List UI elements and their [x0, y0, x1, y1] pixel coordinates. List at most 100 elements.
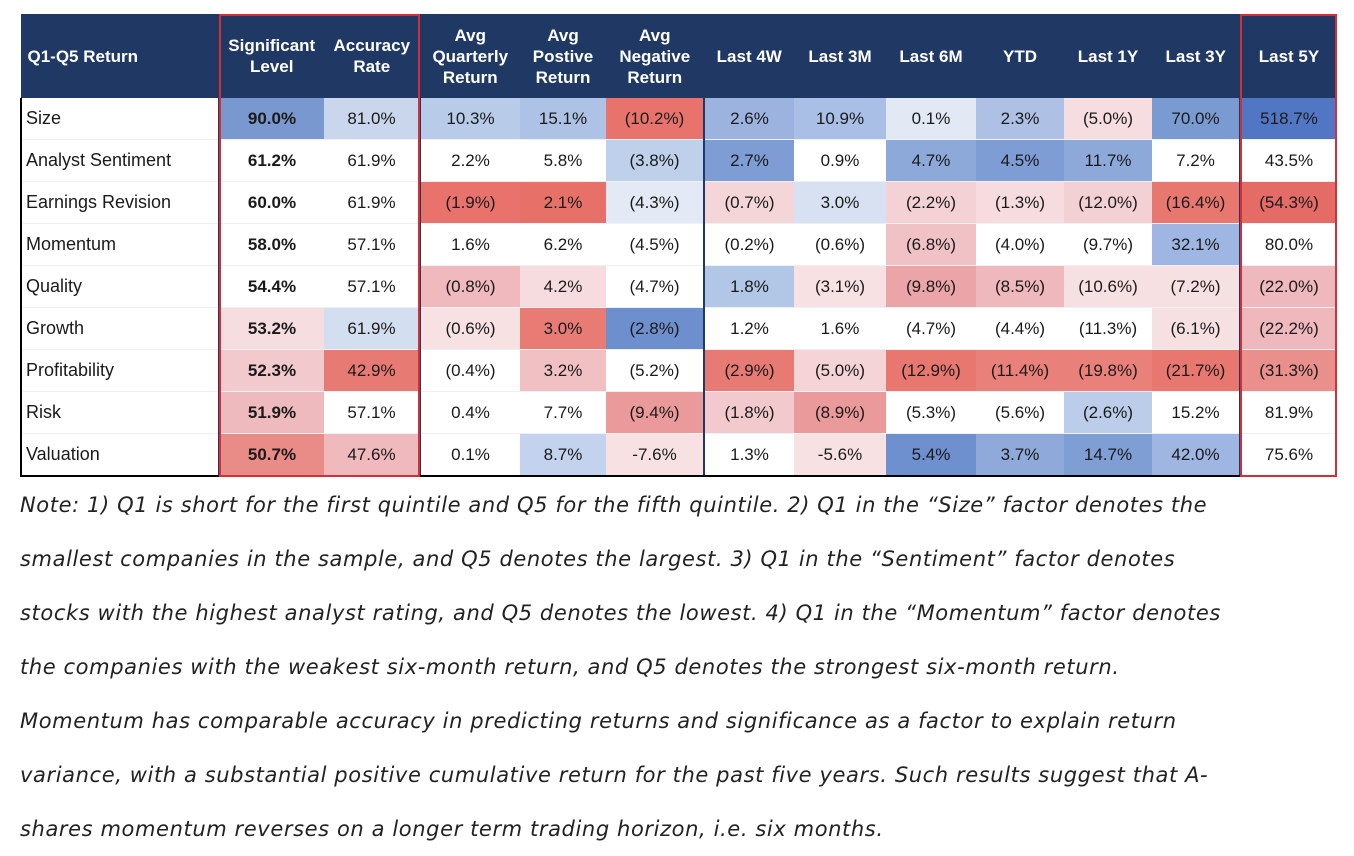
column-header-line: Negative: [619, 46, 691, 66]
column-header-2: Accuracy Rate: [323, 14, 420, 98]
column-header-5: Avg Negative Return: [605, 14, 704, 98]
table-row: Size 90.0% 81.0% 10.3% 15.1% (10.2%) 2.6% 10.9%…: [20, 98, 1337, 140]
heatmap-cell: 8.7%: [520, 433, 606, 477]
table-row: Earnings Revision 60.0% 61.9% (1.9%) 2.1% (4.…: [20, 181, 1337, 224]
row-label: Growth: [20, 307, 219, 350]
column-header-7: Last 3M: [793, 14, 886, 98]
heatmap-cell: (3.1%): [794, 265, 886, 308]
heatmap-cell: -5.6%: [794, 433, 886, 477]
heatmap-cell: (21.7%): [1152, 349, 1240, 392]
heatmap-cell: 518.7%: [1239, 98, 1337, 140]
row-label: Earnings Revision: [20, 181, 219, 224]
column-header-12: Last 5Y: [1239, 14, 1337, 98]
heatmap-cell: 6.2%: [520, 223, 606, 266]
heatmap-cell: (9.4%): [606, 391, 704, 434]
table-row: Growth 53.2% 61.9% (0.6%) 3.0% (2.8%) 1.2% 1.6%…: [20, 307, 1337, 350]
heatmap-cell: (1.3%): [976, 181, 1064, 224]
heatmap-cell: 80.0%: [1239, 223, 1337, 266]
heatmap-cell: 61.2%: [218, 139, 324, 182]
heatmap-cell: 2.1%: [520, 181, 606, 224]
heatmap-cell: (10.2%): [606, 98, 704, 140]
column-header-line: Return: [627, 67, 683, 87]
heatmap-cell: (4.4%): [976, 307, 1064, 350]
heatmap-cell: (6.8%): [886, 223, 976, 266]
heatmap-cell: 10.3%: [419, 98, 520, 140]
column-header-line: Avg: [547, 25, 579, 45]
heatmap-cell: (7.2%): [1152, 265, 1240, 308]
heatmap-cell: 11.7%: [1064, 139, 1152, 182]
heatmap-cell: 5.8%: [520, 139, 606, 182]
row-label: Profitability: [20, 349, 219, 392]
footnote-line: Momentum has comparable accuracy in pred…: [20, 709, 1177, 733]
heatmap-cell: 42.9%: [324, 349, 420, 392]
heatmap-cell: (6.1%): [1152, 307, 1240, 350]
heatmap-cell: (5.3%): [886, 391, 976, 434]
heatmap-cell: 51.9%: [218, 391, 324, 434]
column-header-line: Postive: [532, 46, 594, 66]
heatmap-cell: 1.3%: [703, 433, 794, 477]
heatmap-cell: (19.8%): [1064, 349, 1152, 392]
factor-heatmap-table-container: Q1-Q5 Return Significant Level Accuracy Rate…: [20, 14, 1337, 477]
column-header-line: Significant: [228, 36, 316, 55]
heatmap-cell: 0.1%: [886, 98, 976, 140]
heatmap-cell: 58.0%: [218, 223, 324, 266]
column-header-8: Last 6M: [885, 14, 976, 98]
row-label: Risk: [20, 391, 219, 434]
footnote-line: stocks with the highest analyst rating, …: [20, 601, 1221, 625]
heatmap-cell: 75.6%: [1239, 433, 1337, 477]
table-row: Analyst Sentiment 61.2% 61.9% 2.2% 5.8% (3.8%…: [20, 139, 1337, 182]
heatmap-cell: (0.2%): [703, 223, 794, 266]
footnote-line: Note: 1) Q1 is short for the first quint…: [20, 493, 1208, 517]
column-header-line: Return: [535, 67, 591, 87]
heatmap-cell: 15.2%: [1152, 391, 1240, 434]
column-header-0: Q1-Q5 Return: [20, 14, 219, 98]
column-header-line: Accuracy: [333, 36, 411, 55]
heatmap-cell: (16.4%): [1152, 181, 1240, 224]
heatmap-cell: 1.8%: [703, 265, 794, 308]
heatmap-cell: 70.0%: [1152, 98, 1240, 140]
heatmap-cell: 81.9%: [1239, 391, 1337, 434]
heatmap-cell: (4.5%): [606, 223, 704, 266]
heatmap-cell: 57.1%: [324, 223, 420, 266]
heatmap-cell: 50.7%: [218, 433, 324, 477]
heatmap-cell: (22.2%): [1239, 307, 1337, 350]
heatmap-cell: 90.0%: [218, 98, 324, 140]
heatmap-cell: 4.2%: [520, 265, 606, 308]
footnote-line: shares momentum reverses on a longer ter…: [20, 817, 884, 841]
heatmap-cell: (12.9%): [886, 349, 976, 392]
heatmap-cell: 57.1%: [324, 391, 420, 434]
heatmap-cell: (3.8%): [606, 139, 704, 182]
heatmap-cell: 61.9%: [324, 181, 420, 224]
table-body: Size 90.0% 81.0% 10.3% 15.1% (10.2%) 2.6% 10.9%…: [20, 98, 1337, 477]
column-header-11: Last 3Y: [1151, 14, 1240, 98]
heatmap-cell: (22.0%): [1239, 265, 1337, 308]
heatmap-cell: (4.3%): [606, 181, 704, 224]
heatmap-cell: (0.4%): [419, 349, 520, 392]
heatmap-cell: (8.9%): [794, 391, 886, 434]
heatmap-cell: 57.1%: [324, 265, 420, 308]
column-header-line: Level: [250, 57, 294, 76]
heatmap-cell: (0.6%): [419, 307, 520, 350]
heatmap-cell: (11.4%): [976, 349, 1064, 392]
heatmap-cell: (8.5%): [976, 265, 1064, 308]
heatmap-cell: 60.0%: [218, 181, 324, 224]
heatmap-cell: 4.5%: [976, 139, 1064, 182]
heatmap-cell: 53.2%: [218, 307, 324, 350]
heatmap-cell: 3.2%: [520, 349, 606, 392]
row-label: Valuation: [20, 433, 219, 477]
heatmap-cell: (31.3%): [1239, 349, 1337, 392]
heatmap-cell: (1.8%): [703, 391, 794, 434]
heatmap-cell: (1.9%): [419, 181, 520, 224]
heatmap-cell: 2.7%: [703, 139, 794, 182]
heatmap-cell: (9.8%): [886, 265, 976, 308]
column-header-line: Quarterly: [432, 46, 509, 66]
footnote-line: the companies with the weakest six-month…: [20, 655, 1120, 679]
table-header-row: Q1-Q5 Return Significant Level Accuracy Rate…: [20, 14, 1337, 98]
heatmap-cell: 4.7%: [886, 139, 976, 182]
table-row: Momentum 58.0% 57.1% 1.6% 6.2% (4.5%) (0.2%) (0…: [20, 223, 1337, 266]
footnote-text: Note: 1) Q1 is short for the first quint…: [20, 478, 1350, 856]
footnote-line: variance, with a substantial positive cu…: [20, 763, 1209, 787]
heatmap-cell: 32.1%: [1152, 223, 1240, 266]
heatmap-cell: -7.6%: [606, 433, 704, 477]
table-row: Valuation 50.7% 47.6% 0.1% 8.7% -7.6% 1.3% -5.6…: [20, 433, 1337, 477]
